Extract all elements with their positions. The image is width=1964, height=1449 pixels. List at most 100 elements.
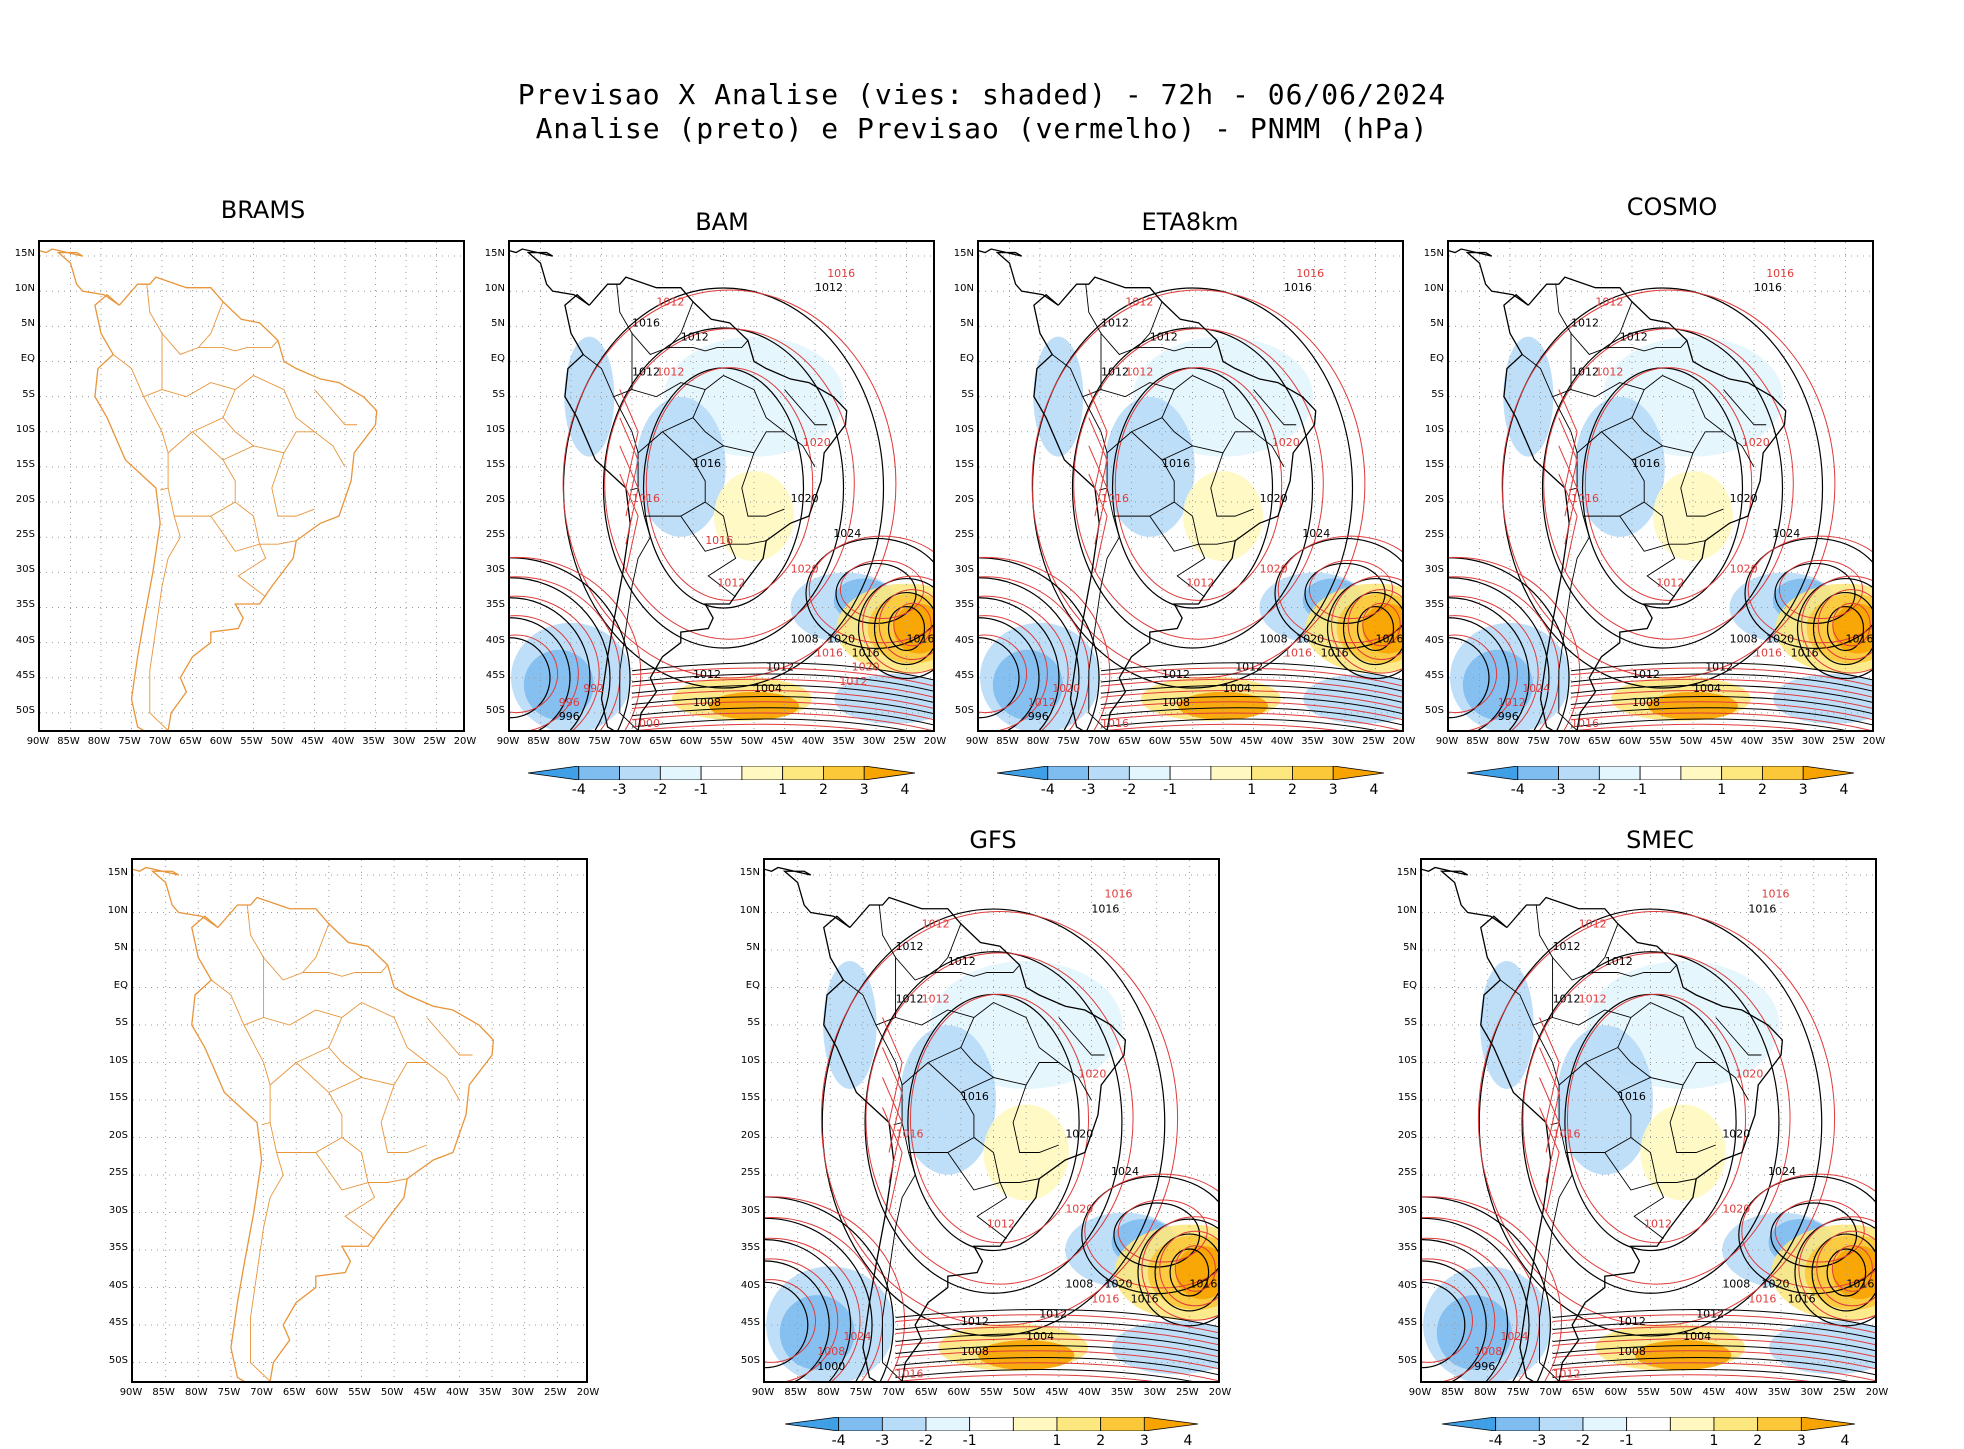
isobar-label-analysis: 1016 bbox=[1748, 903, 1776, 916]
lat-label: 40S bbox=[108, 1279, 128, 1291]
colorbar-eta bbox=[997, 766, 1384, 780]
colorbar-label: -2 bbox=[653, 782, 668, 798]
isobar-analysis bbox=[1796, 577, 1872, 680]
lat-label: 30S bbox=[108, 1204, 128, 1216]
lat-label: 50S bbox=[954, 704, 974, 716]
country-border bbox=[1539, 1152, 1573, 1381]
lon-label: 50W bbox=[270, 736, 294, 747]
isobar-forecast bbox=[1801, 575, 1872, 674]
country-border bbox=[271, 452, 315, 517]
country-border bbox=[1149, 501, 1200, 552]
isobar-analysis bbox=[979, 617, 1040, 730]
country-border bbox=[1012, 1084, 1059, 1153]
isobar-label-forecast: 1016 bbox=[896, 1368, 924, 1381]
lat-label: 45S bbox=[1397, 1317, 1417, 1328]
isobar-analysis bbox=[510, 637, 551, 719]
colorbar-swatch bbox=[1292, 766, 1334, 780]
country-border bbox=[1176, 544, 1206, 598]
country-border bbox=[250, 1152, 284, 1381]
isobar-label-analysis: 1008 bbox=[1632, 696, 1660, 709]
map-svg-cosmo: 1016101210121012101610201024100810121004… bbox=[1449, 242, 1872, 730]
isobar-analysis bbox=[1342, 591, 1402, 666]
isobar-analysis bbox=[864, 951, 1123, 1294]
colorbar-swatch bbox=[700, 766, 743, 780]
country-border bbox=[1576, 431, 1645, 517]
isobar-forecast bbox=[1308, 559, 1394, 620]
isobar-analysis bbox=[1449, 557, 1570, 730]
isobar-label-analysis: 1008 bbox=[1260, 633, 1288, 646]
colorbar-swatch bbox=[528, 766, 580, 780]
isobar-forecast bbox=[1174, 1245, 1216, 1292]
lon-label: 65W bbox=[1588, 736, 1611, 747]
isobar-forecast bbox=[1100, 678, 1402, 698]
isobar-label-analysis: 1012 bbox=[1553, 993, 1581, 1006]
isobar-analysis bbox=[1071, 327, 1314, 649]
isobar-analysis bbox=[1738, 1175, 1875, 1295]
country-border bbox=[1532, 1024, 1560, 1126]
isobar-label-analysis: 1016 bbox=[961, 1090, 989, 1103]
isobar-analysis bbox=[1356, 605, 1395, 652]
lon-label: 20W bbox=[453, 736, 477, 747]
map-svg-eta: 1016101210121012101610201024100810121004… bbox=[979, 242, 1402, 730]
isobar-label-forecast: 1016 bbox=[815, 647, 843, 660]
lat-label: 5S bbox=[115, 1017, 128, 1028]
colorbar-swatch bbox=[1442, 1417, 1497, 1431]
isobar-analysis bbox=[1570, 662, 1872, 681]
country-border bbox=[222, 375, 315, 433]
isobar-analysis bbox=[1552, 1345, 1875, 1364]
lon-label: 25W bbox=[544, 1387, 567, 1398]
isobar-forecast-andes bbox=[882, 1077, 903, 1183]
colorbar-label: 3 bbox=[1139, 1433, 1149, 1449]
country-border bbox=[631, 382, 706, 398]
lon-label: 85W bbox=[784, 1387, 807, 1398]
isobar-forecast-andes bbox=[1539, 1107, 1560, 1213]
lat-label: 35S bbox=[108, 1242, 128, 1253]
colorbar-label: 2 bbox=[1753, 1433, 1763, 1449]
colorbar-label: 1 bbox=[1052, 1433, 1062, 1449]
colorbar-swatch bbox=[1757, 1417, 1802, 1431]
isobar-analysis bbox=[887, 605, 926, 652]
isobar-forecast bbox=[1831, 1245, 1873, 1292]
isobar-analysis bbox=[1570, 684, 1872, 703]
colorbar-swatch bbox=[925, 1417, 971, 1431]
country-border bbox=[146, 284, 224, 355]
isobar-forecast bbox=[1477, 910, 1836, 1327]
isobar-forecast bbox=[1449, 634, 1498, 714]
lat-label: 10S bbox=[485, 423, 505, 435]
isobar-label-analysis: 1012 bbox=[948, 955, 976, 968]
isobar-forecast bbox=[765, 1279, 817, 1363]
isobar-forecast bbox=[895, 1338, 1218, 1358]
country-border bbox=[1680, 452, 1724, 517]
isobar-label-analysis: 1016 bbox=[1754, 281, 1782, 294]
isobar-analysis bbox=[1100, 662, 1402, 681]
isobar-analysis bbox=[979, 637, 1020, 719]
colorbar-swatch bbox=[619, 766, 661, 780]
lon-label: 20W bbox=[1865, 1387, 1889, 1398]
isobar-forecast bbox=[1817, 589, 1872, 660]
lat-label: 45S bbox=[1424, 669, 1444, 681]
isobar-analysis bbox=[895, 1357, 1218, 1376]
lon-label: 55W bbox=[240, 736, 263, 747]
isobar-forecast-andes bbox=[1558, 445, 1578, 545]
lon-label: 25W bbox=[893, 736, 916, 747]
isobar-label-analysis: 1008 bbox=[693, 696, 721, 709]
isobar-forecast bbox=[895, 1350, 1218, 1370]
isobar-analysis bbox=[1449, 637, 1490, 719]
isobar-forecast-andes bbox=[1539, 1047, 1560, 1153]
country-border bbox=[167, 431, 236, 517]
isobar-label-analysis: 1008 bbox=[1065, 1278, 1093, 1291]
colorbar-swatch bbox=[1143, 1417, 1198, 1431]
lon-label: 45W bbox=[1045, 1387, 1069, 1398]
isobar-analysis bbox=[821, 908, 1166, 1337]
lon-label: 80W bbox=[1496, 736, 1520, 747]
isobar-label-analysis: 1004 bbox=[754, 682, 782, 695]
isobar-label-analysis: 1016 bbox=[1321, 647, 1349, 660]
isobar-label-forecast: 1016 bbox=[705, 534, 733, 547]
isobar-label-forecast: 1012 bbox=[1553, 1368, 1581, 1381]
isobar-label-analysis: 1012 bbox=[1620, 330, 1648, 343]
lat-label: 10S bbox=[15, 423, 35, 435]
isobar-analysis bbox=[1570, 718, 1846, 730]
isobar-forecast bbox=[1100, 712, 1401, 730]
isobar-label-analysis: 1012 bbox=[1162, 668, 1190, 681]
isobar-label-analysis: 1008 bbox=[1162, 696, 1190, 709]
